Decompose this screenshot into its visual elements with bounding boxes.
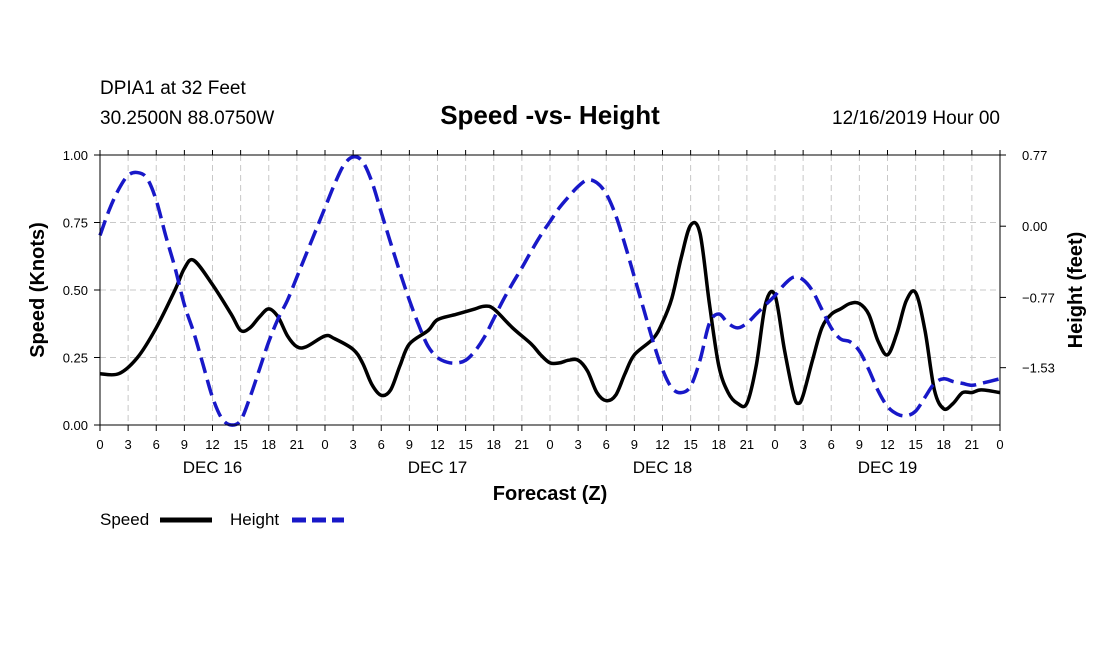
x-tick-label: 6 <box>828 437 835 452</box>
x-tick-label: 21 <box>515 437 529 452</box>
x-tick-label: 3 <box>800 437 807 452</box>
x-tick-label: 12 <box>430 437 444 452</box>
x-axis-label: Forecast (Z) <box>493 483 607 505</box>
x-tick-label: 12 <box>880 437 894 452</box>
x-tick-label: 15 <box>908 437 922 452</box>
day-label: DEC 17 <box>408 458 468 477</box>
y-tick-label: 0.75 <box>63 216 88 231</box>
x-tick-label: 0 <box>771 437 778 452</box>
x-tick-label: 6 <box>378 437 385 452</box>
axes: 0 3 6 9 12 15 18 21 0 3 6 9 12 15 18 21 0 3 6 9 12 15 18 21 0 3 6 9… <box>63 148 1055 477</box>
x-tick-label: 3 <box>350 437 357 452</box>
x-tick-label: 18 <box>712 437 726 452</box>
y2-tick-label: −0.77 <box>1022 290 1055 305</box>
x-tick-label: 9 <box>856 437 863 452</box>
x-tick-label: 12 <box>205 437 219 452</box>
x-tick-label: 18 <box>937 437 951 452</box>
x-tick-label: 15 <box>683 437 697 452</box>
x-tick-label: 0 <box>996 437 1003 452</box>
x-tick-label: 0 <box>321 437 328 452</box>
x-tick-label: 21 <box>965 437 979 452</box>
x-tick-label: 21 <box>740 437 754 452</box>
x-tick-label: 0 <box>96 437 103 452</box>
day-label: DEC 16 <box>183 458 243 477</box>
legend: Speed Height <box>100 510 344 529</box>
y-tick-label: 0.00 <box>63 418 88 433</box>
x-tick-label: 18 <box>487 437 501 452</box>
plot-frame <box>99 154 1001 426</box>
legend-height-label: Height <box>230 510 279 529</box>
day-label: DEC 19 <box>858 458 918 477</box>
x-tick-label: 15 <box>233 437 247 452</box>
x-tick-label: 0 <box>546 437 553 452</box>
y-tick-label: 0.50 <box>63 283 88 298</box>
x-tick-label: 9 <box>631 437 638 452</box>
y-tick-label: 1.00 <box>63 148 88 163</box>
series-line-speed <box>99 220 1001 412</box>
x-tick-label: 3 <box>575 437 582 452</box>
y-tick-label: 0.25 <box>63 351 88 366</box>
chart-title: Speed -vs- Height <box>440 100 660 130</box>
run-time-label: 12/16/2019 Hour 00 <box>832 108 1000 129</box>
legend-speed-label: Speed <box>100 510 149 529</box>
y2-axis-label: Height (feet) <box>1065 232 1087 349</box>
x-tick-label: 12 <box>655 437 669 452</box>
station-label: DPIA1 at 32 Feet <box>100 78 246 99</box>
y2-tick-label: −1.53 <box>1022 361 1055 376</box>
x-tick-label: 6 <box>153 437 160 452</box>
coords-label: 30.2500N 88.0750W <box>100 108 274 129</box>
grid <box>100 155 1000 425</box>
x-tick-label: 15 <box>458 437 472 452</box>
x-tick-label: 21 <box>290 437 304 452</box>
series-line-height <box>98 154 1001 427</box>
y2-tick-label: 0.00 <box>1022 219 1047 234</box>
x-tick-label: 9 <box>406 437 413 452</box>
y-axis-label: Speed (Knots) <box>27 222 49 358</box>
x-tick-label: 3 <box>125 437 132 452</box>
y2-tick-label: 0.77 <box>1022 148 1047 163</box>
series-layer <box>98 154 1001 427</box>
x-tick-label: 9 <box>181 437 188 452</box>
day-label: DEC 18 <box>633 458 693 477</box>
x-tick-label: 18 <box>262 437 276 452</box>
x-tick-label: 6 <box>603 437 610 452</box>
